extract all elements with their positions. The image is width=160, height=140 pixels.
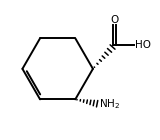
- Text: O: O: [110, 15, 118, 25]
- Text: NH$_2$: NH$_2$: [99, 97, 120, 111]
- Text: HO: HO: [135, 40, 151, 50]
